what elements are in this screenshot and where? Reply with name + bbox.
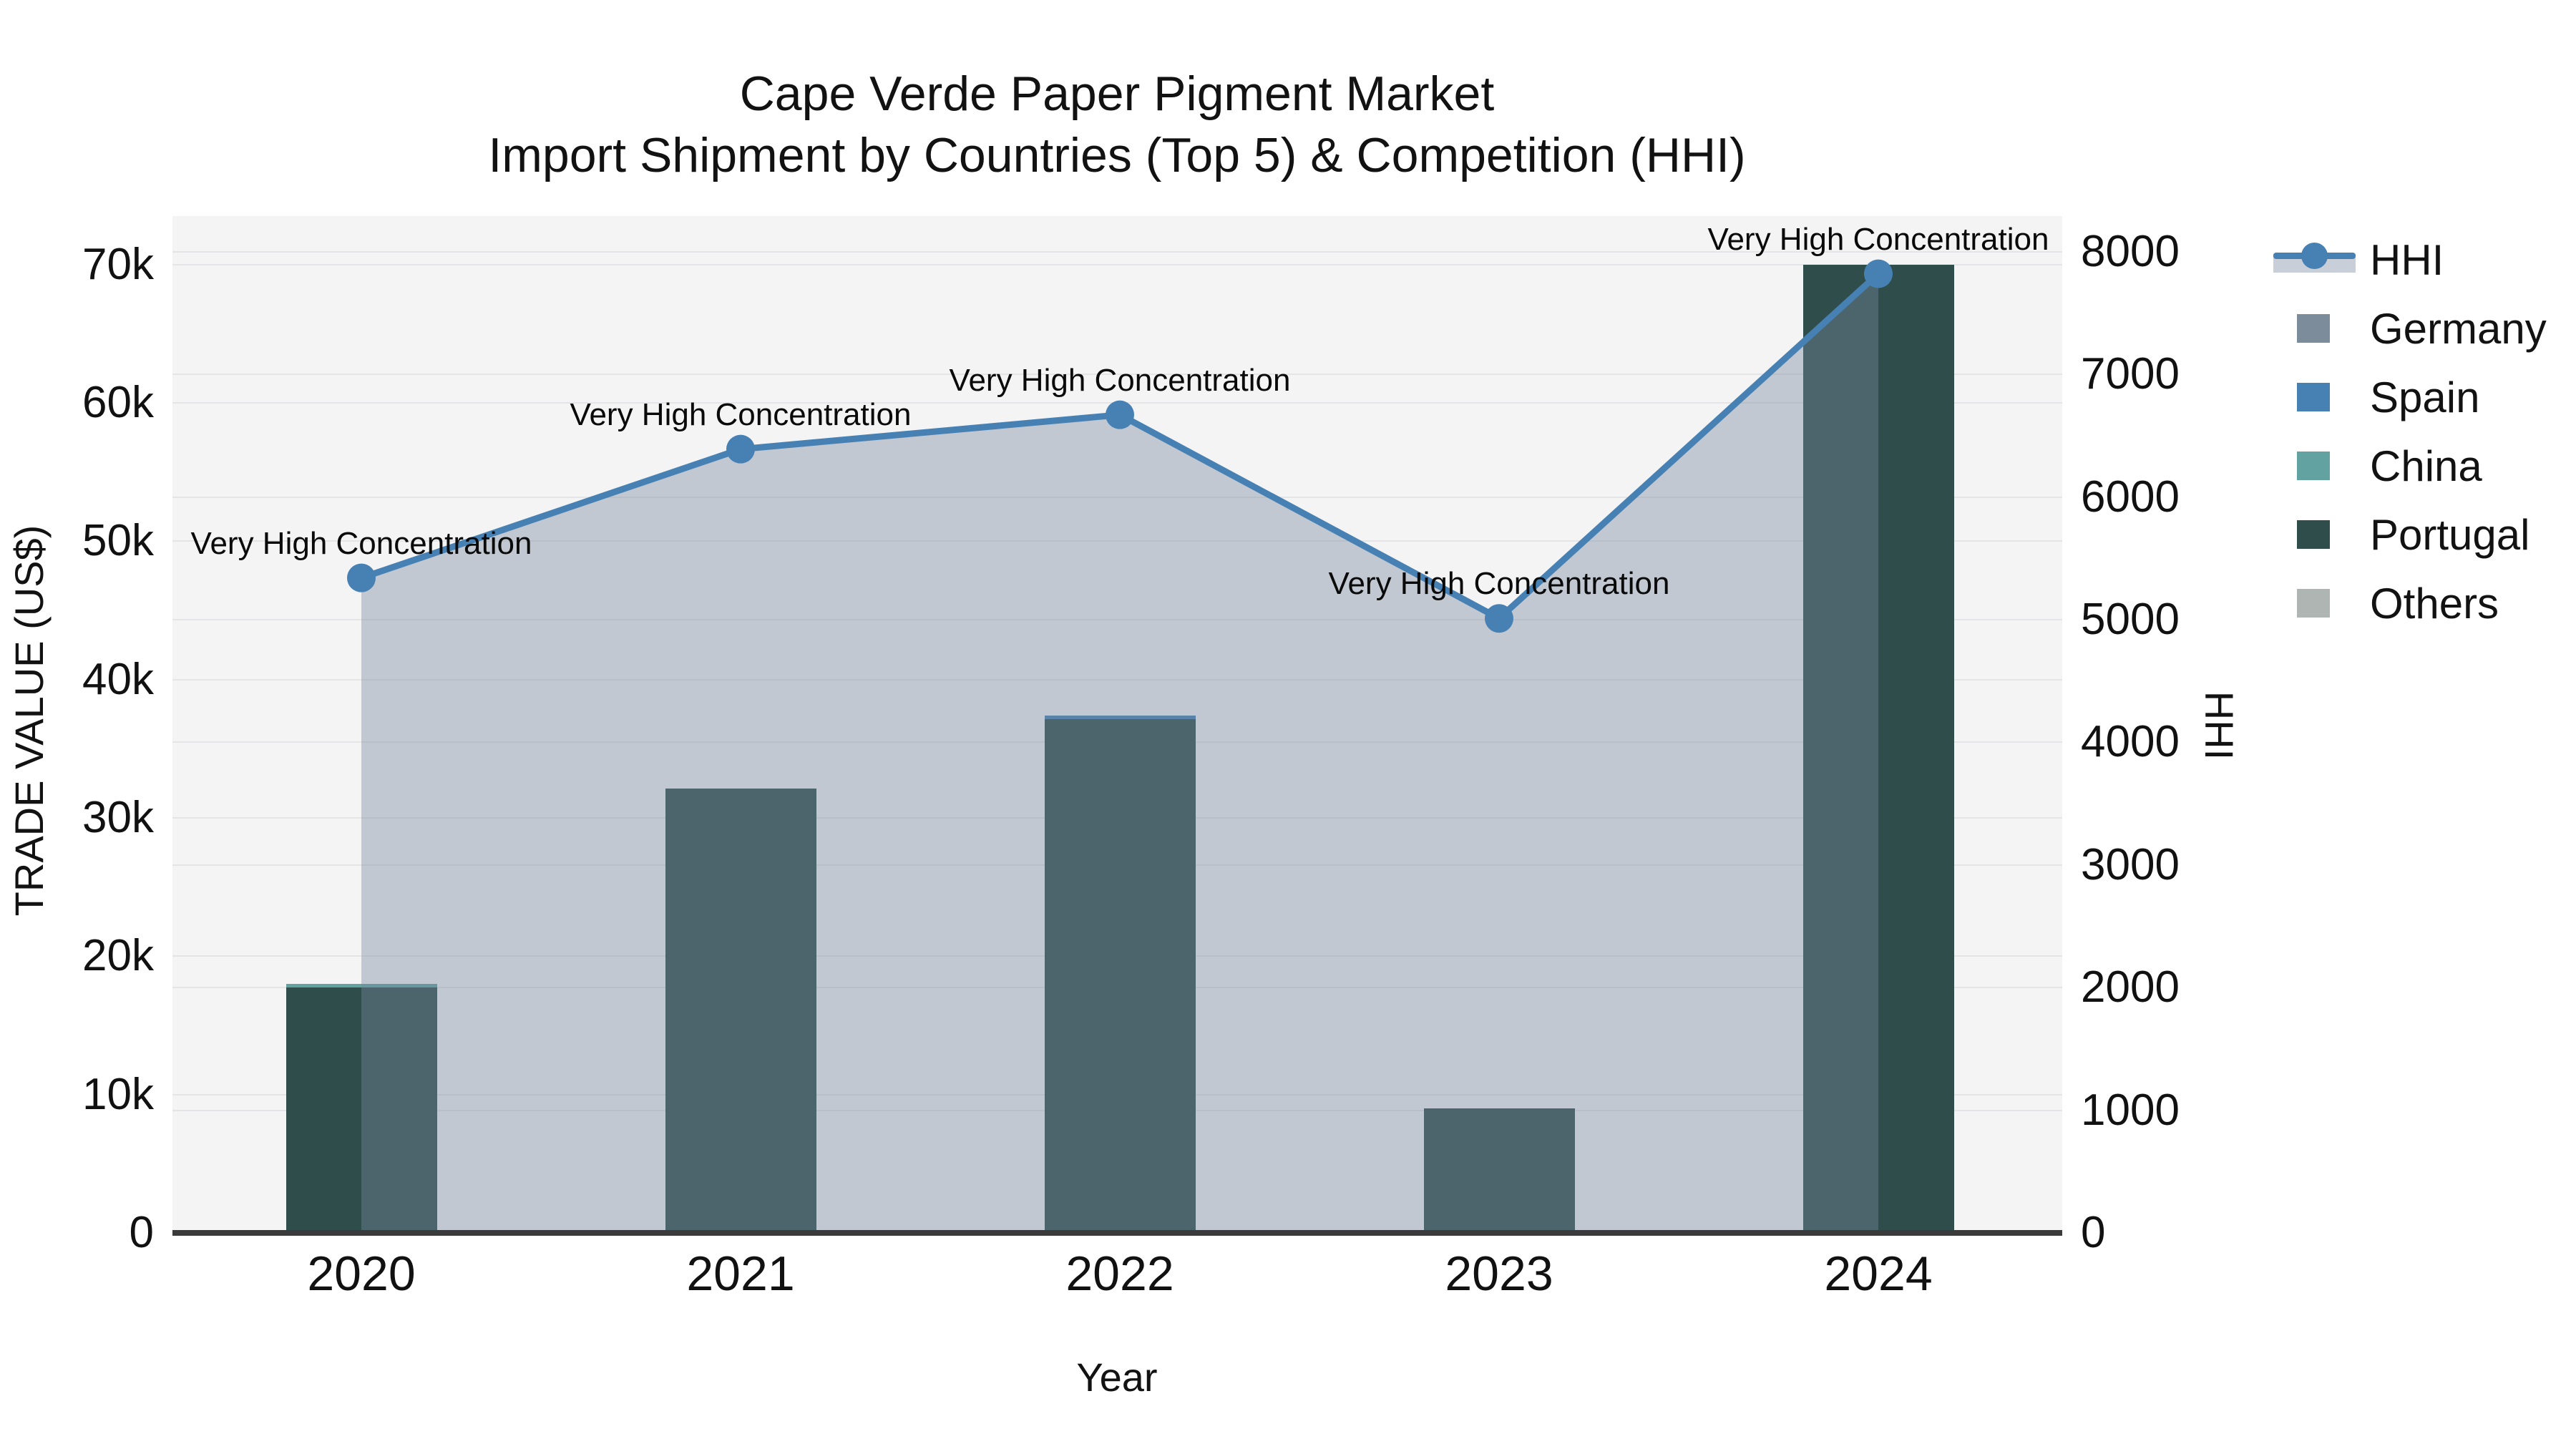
- chart-title: Cape Verde Paper Pigment Market Import S…: [401, 63, 1833, 186]
- left-tick-70k: 70k: [82, 239, 154, 289]
- bar-2020: [286, 984, 437, 1233]
- bar-2022: [1044, 715, 1196, 1233]
- bar-2021: [665, 789, 816, 1233]
- annotation-2024: Very High Concentration: [1707, 221, 2049, 257]
- legend-label-germany: Germany: [2370, 304, 2547, 353]
- bar-2022-sliver-spain: [1044, 715, 1196, 719]
- legend-item-germany: Germany: [2273, 294, 2547, 363]
- legend-swatch-portugal-icon: [2297, 520, 2330, 549]
- right-tick-4000: 4000: [2081, 717, 2180, 767]
- legend-swatch-china-icon: [2297, 452, 2330, 480]
- x-tick-2020: 2020: [307, 1246, 416, 1301]
- legend-item-hhi: HHI: [2273, 225, 2444, 294]
- left-tick-0: 0: [129, 1208, 154, 1257]
- legend-item-china: China: [2273, 431, 2482, 500]
- right-tick-0: 0: [2081, 1208, 2106, 1257]
- bar-2020-sliver-china: [286, 984, 437, 987]
- hhi-marker-2022: [1106, 400, 1134, 429]
- right-axis-title: HHI: [2197, 691, 2242, 761]
- gridline-right-7000: [172, 374, 2062, 376]
- chart-title-line2: Import Shipment by Countries (Top 5) & C…: [488, 128, 1746, 182]
- legend-label-others: Others: [2370, 579, 2499, 628]
- legend-label-portugal: Portugal: [2370, 510, 2530, 559]
- legend-label-hhi: HHI: [2370, 235, 2444, 284]
- legend-item-portugal: Portugal: [2273, 500, 2529, 569]
- left-axis-title: TRADE VALUE (US$): [6, 525, 52, 917]
- right-tick-2000: 2000: [2081, 962, 2180, 1013]
- legend-swatch-others-icon: [2297, 589, 2330, 618]
- x-tick-2021: 2021: [686, 1246, 795, 1301]
- legend-item-others: Others: [2273, 569, 2499, 638]
- annotation-2023: Very High Concentration: [1328, 566, 1670, 602]
- legend-label-china: China: [2370, 441, 2482, 490]
- plot-area: [172, 216, 2062, 1236]
- left-tick-60k: 60k: [82, 378, 154, 427]
- hhi-legend-symbol-icon: [2273, 243, 2356, 274]
- annotation-2021: Very High Concentration: [570, 396, 912, 432]
- annotation-2022: Very High Concentration: [949, 362, 1291, 398]
- gridline-left-50000: [172, 540, 2062, 542]
- legend-swatch-spain-icon: [2297, 383, 2330, 411]
- left-tick-30k: 30k: [82, 793, 154, 842]
- x-axis-title: Year: [1076, 1355, 1158, 1400]
- hhi-area-fill: [361, 273, 1878, 1233]
- right-tick-6000: 6000: [2081, 472, 2180, 522]
- left-tick-20k: 20k: [82, 931, 154, 981]
- left-tick-10k: 10k: [82, 1069, 154, 1119]
- bar-2024: [1802, 264, 1954, 1233]
- bar-2023: [1423, 1108, 1575, 1233]
- gridline-left-40000: [172, 678, 2062, 680]
- right-tick-3000: 3000: [2081, 839, 2180, 889]
- legend-label-spain: Spain: [2370, 373, 2480, 421]
- right-tick-1000: 1000: [2081, 1085, 2180, 1135]
- right-tick-5000: 5000: [2081, 594, 2180, 644]
- left-tick-40k: 40k: [82, 654, 154, 704]
- gridline-right-5000: [172, 618, 2062, 620]
- left-tick-50k: 50k: [82, 516, 154, 566]
- x-tick-2022: 2022: [1065, 1246, 1174, 1301]
- legend-swatch-germany-icon: [2297, 314, 2330, 343]
- hhi-marker-2024: [1864, 259, 1893, 288]
- hhi-marker-2023: [1485, 604, 1513, 633]
- gridline-right-6000: [172, 496, 2062, 498]
- chart-title-line1: Cape Verde Paper Pigment Market: [739, 67, 1495, 121]
- x-tick-2024: 2024: [1824, 1246, 1933, 1301]
- annotation-2020: Very High Concentration: [190, 525, 532, 561]
- x-axis-line: [172, 1230, 2062, 1236]
- hhi-marker-2021: [726, 434, 755, 464]
- right-tick-7000: 7000: [2081, 349, 2180, 399]
- legend-item-spain: Spain: [2273, 363, 2479, 431]
- gridline-right-8000: [172, 250, 2062, 253]
- hhi-line-layer: [347, 259, 1893, 1233]
- hhi-marker-2020: [347, 563, 376, 592]
- gridline-left-70000: [172, 263, 2062, 265]
- x-tick-2023: 2023: [1445, 1246, 1553, 1301]
- right-tick-8000: 8000: [2081, 226, 2180, 276]
